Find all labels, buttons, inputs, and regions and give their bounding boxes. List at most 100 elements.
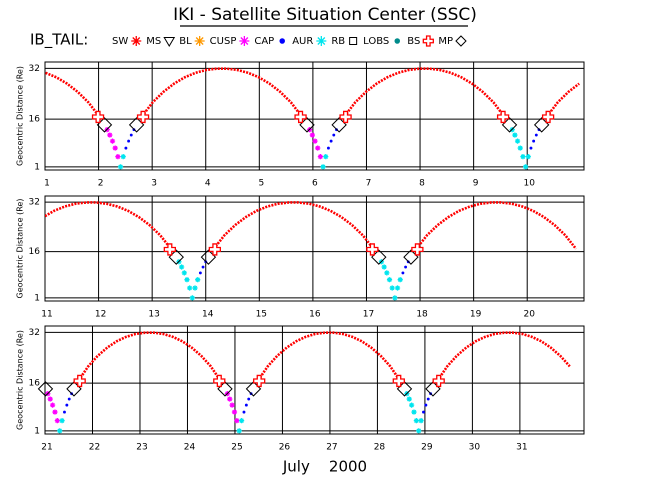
- y-axis-label: Geocentric Distance (Re): [16, 330, 25, 430]
- data-point: [339, 110, 352, 124]
- data-point: [213, 374, 226, 388]
- legend-marker: [316, 36, 327, 46]
- data-point: [312, 138, 318, 144]
- data-point: [47, 396, 53, 402]
- y-tick-label: 1: [34, 162, 40, 172]
- legend-label: AUR: [292, 36, 313, 47]
- data-point: [329, 139, 333, 143]
- data-point: [332, 133, 336, 137]
- legend-marker: [422, 35, 434, 47]
- x-tick-label: 28: [374, 443, 386, 453]
- x-tick-label: 30: [469, 443, 481, 453]
- data-point: [112, 145, 118, 151]
- x-tick-label: 16: [309, 310, 321, 320]
- data-point: [409, 402, 415, 408]
- legend-marker: [455, 35, 467, 47]
- y-tick-label: 32: [29, 198, 40, 208]
- data-point: [411, 409, 417, 415]
- data-point: [532, 139, 536, 143]
- data-point: [386, 277, 393, 283]
- legend-marker: [279, 38, 285, 44]
- x-tick-label: 12: [95, 310, 106, 320]
- data-point: [416, 428, 422, 434]
- data-point: [496, 110, 510, 124]
- x-axis-label: July 2000: [282, 458, 367, 476]
- data-point: [517, 145, 523, 151]
- data-point: [534, 133, 538, 137]
- data-point: [514, 138, 521, 144]
- data-point: [37, 381, 54, 397]
- x-tick-label: 15: [256, 310, 267, 320]
- x-tick-label: 23: [136, 443, 147, 453]
- data-point: [67, 397, 71, 401]
- data-point: [208, 243, 221, 256]
- y-tick-label: 16: [29, 247, 41, 257]
- data-point: [229, 402, 235, 408]
- legend-label: BS: [407, 36, 420, 47]
- x-tick-label: 17: [363, 310, 374, 320]
- x-tick-label: 27: [326, 443, 337, 453]
- y-axis-label: Geocentric Distance (Re): [16, 66, 25, 166]
- data-point: [107, 132, 113, 138]
- data-point: [406, 396, 412, 402]
- x-tick-label: 7: [366, 179, 372, 189]
- data-point: [411, 243, 424, 256]
- data-point: [320, 164, 326, 170]
- data-point: [426, 397, 430, 401]
- data-point: [413, 418, 419, 424]
- data-point: [236, 428, 242, 434]
- x-tick-label: 1: [44, 179, 50, 189]
- legend-marker: [163, 37, 176, 47]
- y-tick-label: 16: [29, 379, 41, 389]
- data-point: [392, 295, 398, 301]
- x-tick-label: 6: [312, 179, 318, 189]
- x-tick-label: 14: [202, 310, 214, 320]
- x-tick-label: 8: [419, 179, 425, 189]
- data-point: [392, 374, 405, 388]
- legend-marker: [349, 37, 358, 45]
- data-point: [244, 403, 248, 407]
- data-point: [52, 409, 58, 415]
- x-tick-label: 25: [231, 443, 242, 453]
- data-point: [381, 264, 387, 270]
- data-point: [384, 270, 390, 276]
- x-tick-label: 9: [473, 179, 479, 189]
- data-point: [525, 154, 531, 160]
- x-tick-label: 4: [205, 179, 211, 189]
- data-point: [127, 139, 131, 143]
- data-point: [129, 133, 133, 137]
- data-point: [184, 277, 190, 283]
- data-point: [522, 164, 529, 170]
- legend-marker: [239, 36, 250, 46]
- x-tick-label: 31: [516, 443, 527, 453]
- data-point: [242, 410, 246, 414]
- data-point: [49, 402, 56, 408]
- data-point: [418, 418, 424, 424]
- y-axis-label: Geocentric Distance (Re): [16, 199, 25, 299]
- data-point: [317, 154, 323, 160]
- data-point: [253, 374, 266, 388]
- data-point: [231, 409, 238, 415]
- data-point: [309, 132, 315, 138]
- x-tick-label: 10: [523, 179, 535, 189]
- data-point: [65, 403, 69, 407]
- data-point: [541, 110, 555, 124]
- x-tick-label: 19: [470, 310, 482, 320]
- data-point: [120, 154, 126, 160]
- data-point: [529, 146, 533, 150]
- legend-label: LOBS: [363, 36, 389, 47]
- legend-label: SW: [112, 36, 128, 47]
- data-point: [520, 154, 526, 160]
- x-tick-label: 21: [41, 443, 52, 453]
- legend-marker: [394, 38, 401, 44]
- y-tick-label: 1: [34, 293, 40, 303]
- data-point: [73, 374, 86, 388]
- data-point: [327, 146, 330, 150]
- data-point: [54, 418, 60, 424]
- y-tick-label: 1: [34, 426, 40, 436]
- data-point: [366, 243, 379, 256]
- data-point: [198, 271, 202, 275]
- data-point: [187, 285, 193, 291]
- data-point: [115, 154, 121, 160]
